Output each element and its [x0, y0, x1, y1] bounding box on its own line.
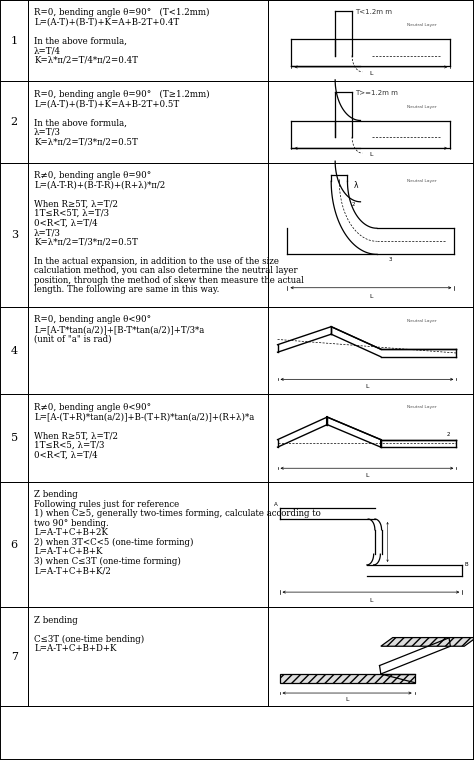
Text: When R≥5T, λ=T/2: When R≥5T, λ=T/2 — [34, 431, 118, 440]
Text: L: L — [369, 294, 373, 299]
Text: C≤3T (one-time bending): C≤3T (one-time bending) — [34, 635, 145, 644]
Text: L: L — [369, 71, 373, 76]
Text: T<1.2m m: T<1.2m m — [355, 9, 392, 15]
Text: two 90° bending.: two 90° bending. — [34, 518, 109, 527]
Text: R≠0, bending angle θ=90°: R≠0, bending angle θ=90° — [34, 171, 151, 180]
Text: 3) when C≤3T (one-time forming): 3) when C≤3T (one-time forming) — [34, 556, 181, 566]
Text: 2: 2 — [351, 202, 355, 207]
Text: K=λ*π/2=T/3*π/2=0.5T: K=λ*π/2=T/3*π/2=0.5T — [34, 137, 138, 146]
Text: Neutral Layer: Neutral Layer — [407, 24, 436, 27]
Text: L=A-T+C+B+K/2: L=A-T+C+B+K/2 — [34, 566, 111, 575]
Text: λ=T/4: λ=T/4 — [34, 46, 61, 55]
Text: In the actual expansion, in addition to the use of the size: In the actual expansion, in addition to … — [34, 257, 279, 265]
Text: 1) when C≥5, generally two-times forming, calculate according to: 1) when C≥5, generally two-times forming… — [34, 509, 321, 518]
Text: 0<R<T, λ=T/4: 0<R<T, λ=T/4 — [34, 450, 98, 459]
Text: (unit of "a" is rad): (unit of "a" is rad) — [34, 334, 112, 344]
Text: 6: 6 — [10, 540, 18, 549]
Text: L: L — [346, 698, 349, 702]
Text: In the above formula,: In the above formula, — [34, 36, 127, 46]
Text: 5: 5 — [10, 433, 18, 443]
Text: L: L — [365, 473, 369, 478]
Text: L: L — [365, 384, 369, 389]
Text: Z bending: Z bending — [34, 490, 78, 499]
Text: Neutral Layer: Neutral Layer — [407, 105, 436, 109]
Text: Neutral Layer: Neutral Layer — [407, 179, 436, 183]
Bar — [280, 674, 415, 682]
Text: 1: 1 — [10, 36, 18, 46]
Text: Neutral Layer: Neutral Layer — [407, 405, 436, 409]
Text: R=0, bending angle θ=90°   (T≥1.2mm): R=0, bending angle θ=90° (T≥1.2mm) — [34, 90, 210, 99]
Text: Neutral Layer: Neutral Layer — [407, 319, 436, 323]
Text: L=[A-T*tan(a/2)]+[B-T*tan(a/2)]+T/3*a: L=[A-T*tan(a/2)]+[B-T*tan(a/2)]+T/3*a — [34, 325, 204, 334]
Text: 1T≤R<5, λ=T/3: 1T≤R<5, λ=T/3 — [34, 441, 104, 450]
Text: 2: 2 — [447, 432, 450, 438]
Text: Z bending: Z bending — [34, 616, 78, 625]
Text: 7: 7 — [11, 651, 18, 662]
Text: K=λ*π/2=T/3*π/2=0.5T: K=λ*π/2=T/3*π/2=0.5T — [34, 237, 138, 246]
Text: 2: 2 — [10, 117, 18, 127]
Text: λ=T/3: λ=T/3 — [34, 128, 61, 137]
Text: L: L — [369, 153, 373, 157]
Text: L=A-T+C+B+K: L=A-T+C+B+K — [34, 547, 103, 556]
Text: Following rules just for reference: Following rules just for reference — [34, 500, 179, 508]
Text: B: B — [464, 562, 468, 568]
Text: λ=T/3: λ=T/3 — [34, 228, 61, 237]
Text: L=A-T+C+B+D+K: L=A-T+C+B+D+K — [34, 644, 117, 653]
Text: L=(A-T)+(B-T)+K=A+B-2T+0.4T: L=(A-T)+(B-T)+K=A+B-2T+0.4T — [34, 18, 179, 27]
Text: calculation method, you can also determine the neutral layer: calculation method, you can also determi… — [34, 266, 298, 275]
Text: In the above formula,: In the above formula, — [34, 118, 127, 127]
Text: λ: λ — [354, 181, 358, 190]
Text: R≠0, bending angle θ<90°: R≠0, bending angle θ<90° — [34, 403, 151, 412]
Text: L=(A-T)+(B-T)+K=A+B-2T+0.5T: L=(A-T)+(B-T)+K=A+B-2T+0.5T — [34, 99, 179, 108]
Text: A: A — [274, 502, 278, 507]
Text: 0<R<T, λ=T/4: 0<R<T, λ=T/4 — [34, 219, 98, 227]
Text: 3: 3 — [10, 230, 18, 240]
Text: R=0, bending angle θ<90°: R=0, bending angle θ<90° — [34, 315, 151, 325]
Text: K=λ*π/2=T/4*π/2=0.4T: K=λ*π/2=T/4*π/2=0.4T — [34, 56, 138, 65]
Text: L: L — [369, 598, 373, 603]
Text: When R≥5T, λ=T/2: When R≥5T, λ=T/2 — [34, 200, 118, 208]
Text: position, through the method of skew then measure the actual: position, through the method of skew the… — [34, 276, 304, 284]
Text: 3: 3 — [389, 257, 392, 262]
Text: L=(A-T-R)+(B-T-R)+(R+λ)*π/2: L=(A-T-R)+(B-T-R)+(R+λ)*π/2 — [34, 181, 165, 189]
Text: length. The following are same in this way.: length. The following are same in this w… — [34, 285, 219, 294]
Text: 1T≤R<5T, λ=T/3: 1T≤R<5T, λ=T/3 — [34, 209, 109, 218]
Text: 4: 4 — [10, 346, 18, 356]
Text: R=0, bending angle θ=90°   (T<1.2mm): R=0, bending angle θ=90° (T<1.2mm) — [34, 8, 210, 17]
Polygon shape — [381, 638, 474, 646]
Text: L=A-T+C+B+2K: L=A-T+C+B+2K — [34, 528, 108, 537]
Text: L=[A-(T+R)*tan(a/2)]+B-(T+R)*tan(a/2)]+(R+λ)*a: L=[A-(T+R)*tan(a/2)]+B-(T+R)*tan(a/2)]+(… — [34, 412, 255, 421]
Text: T>=1.2m m: T>=1.2m m — [355, 90, 398, 97]
Text: 2) when 3T<C<5 (one-time forming): 2) when 3T<C<5 (one-time forming) — [34, 537, 193, 547]
